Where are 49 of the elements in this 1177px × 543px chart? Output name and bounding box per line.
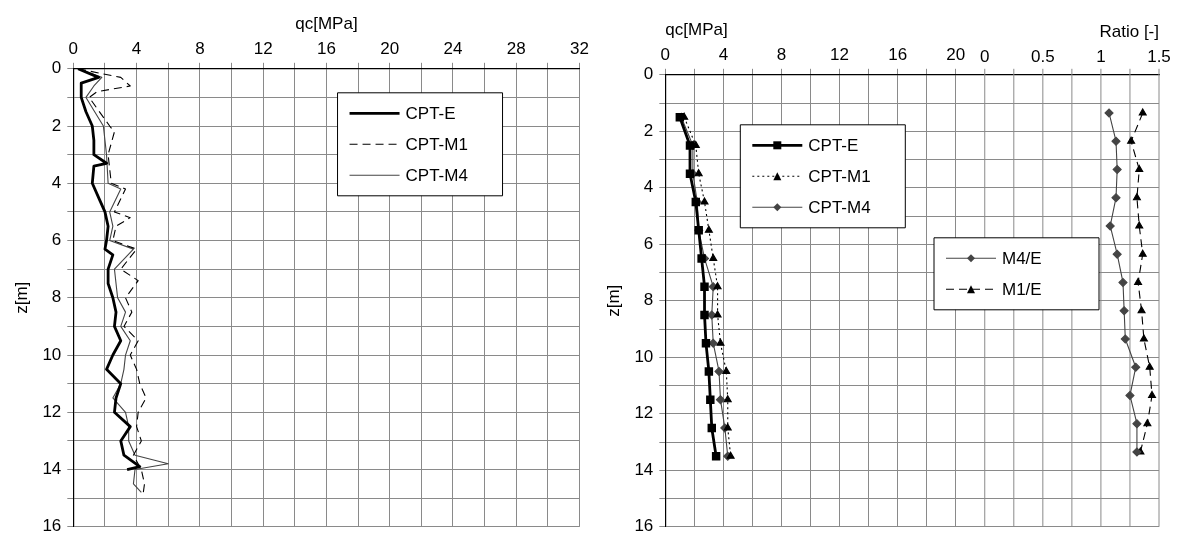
y-tick-label: 12	[42, 401, 62, 421]
legend-label: CPT-M4	[405, 165, 468, 185]
x-axis-title: qc[MPa]	[665, 19, 728, 39]
x-tick-label: 32	[570, 39, 590, 59]
y-tick-label: 16	[634, 516, 654, 536]
y-tick-label: 6	[643, 233, 654, 253]
x-tick-label: 4	[718, 45, 729, 65]
legend-label: CPT-M4	[808, 197, 871, 217]
y-tick-label: 0	[643, 64, 654, 84]
y-tick-label: 4	[51, 172, 62, 192]
x-axis-title: qc[MPa]	[295, 13, 358, 33]
y-tick-label: 0	[51, 58, 62, 78]
y-tick-label: 8	[643, 290, 654, 310]
legend-label: CPT-E	[808, 135, 859, 155]
y-tick-label: 14	[634, 459, 654, 479]
x2-tick-label: 1	[1096, 46, 1106, 66]
legend-label: M1/E	[1002, 279, 1042, 299]
y-axis-title: z[m]	[11, 281, 31, 314]
y-tick-label: 16	[42, 516, 62, 536]
legend-label: M4/E	[1002, 248, 1042, 268]
legend-label: CPT-E	[405, 103, 456, 123]
y-tick-label: 10	[42, 344, 62, 364]
x2-tick-label: 0.5	[1031, 46, 1055, 66]
x-tick-label: 24	[443, 39, 463, 59]
y-tick-label: 14	[42, 459, 62, 479]
x-tick-label: 16	[316, 39, 336, 59]
y-axis-title: z[m]	[603, 284, 623, 317]
x-tick-label: 28	[506, 39, 526, 59]
y-tick-label: 6	[51, 230, 62, 250]
x2-axis-title: Ratio [-]	[1099, 22, 1159, 42]
y-tick-label: 8	[51, 287, 62, 307]
x-tick-label: 8	[195, 39, 205, 59]
x-tick-label: 20	[380, 39, 400, 59]
y-tick-label: 2	[643, 120, 654, 140]
legend-label: CPT-M1	[405, 134, 468, 154]
x-tick-label: 0	[660, 45, 671, 65]
y-tick-label: 12	[634, 403, 654, 423]
x-tick-label: 12	[253, 39, 273, 59]
x2-tick-label: 1.5	[1147, 46, 1171, 66]
legend-label: CPT-M1	[808, 166, 871, 186]
x-tick-label: 16	[888, 45, 908, 65]
y-tick-label: 4	[643, 177, 654, 197]
x-tick-label: 12	[830, 45, 850, 65]
x-tick-label: 20	[946, 45, 966, 65]
y-tick-label: 2	[51, 115, 62, 135]
x-tick-label: 8	[776, 45, 787, 65]
x-tick-label: 0	[68, 39, 79, 59]
y-tick-label: 10	[634, 346, 654, 366]
x-tick-label: 4	[131, 39, 142, 59]
